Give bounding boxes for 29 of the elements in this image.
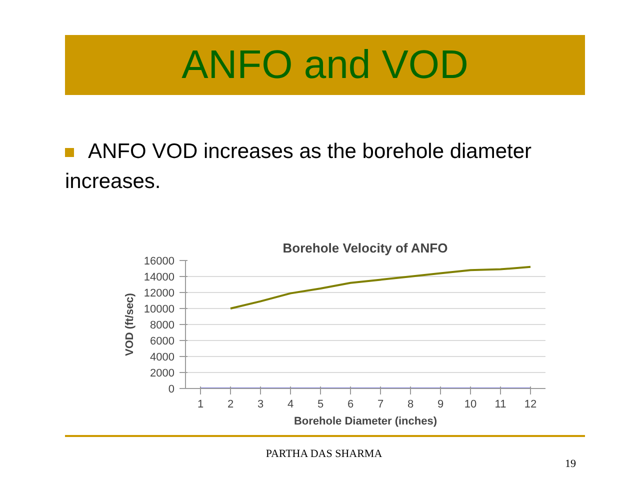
x-tick-label: 4	[287, 398, 294, 410]
x-tick-label: 1	[197, 398, 204, 410]
y-tick-label: 2000	[150, 368, 175, 380]
x-tick-label: 3	[257, 398, 264, 410]
text: 19	[565, 457, 576, 472]
y-tick-label: 8000	[150, 320, 175, 332]
x-tick-label: 8	[407, 398, 414, 410]
y-tick-label: 14000	[144, 272, 175, 284]
line-series	[230, 266, 532, 310]
y-tick-label: 16000	[144, 256, 175, 268]
x-tick-label: 11	[494, 398, 506, 410]
x-tick-label: 7	[377, 398, 384, 410]
y-tick-label: 12000	[144, 288, 175, 300]
y-axis-title: VOD (ft/sec)	[124, 292, 136, 356]
y-tick-label: 4000	[150, 352, 175, 364]
x-tick-label: 12	[524, 398, 537, 410]
text: ANFO and VOD	[65, 35, 585, 95]
y-tick-label: 10000	[144, 304, 175, 316]
x-tick-label: 9	[437, 398, 444, 410]
chart-title: Borehole Velocity of ANFO	[282, 240, 448, 256]
text: ANFO VOD increases as the borehole diameter increases.	[65, 139, 533, 195]
y-tick-label: 0	[168, 384, 175, 396]
x-axis-title: Borehole Diameter (inches)	[294, 416, 438, 428]
x-tick-label: 10	[464, 398, 477, 410]
y-tick-label: 6000	[150, 336, 175, 348]
x-tick-label: 5	[317, 398, 324, 410]
x-tick-label: 6	[347, 398, 354, 410]
x-tick-label: 2	[227, 398, 234, 410]
text: PARTHA DAS SHARMA	[266, 448, 382, 460]
